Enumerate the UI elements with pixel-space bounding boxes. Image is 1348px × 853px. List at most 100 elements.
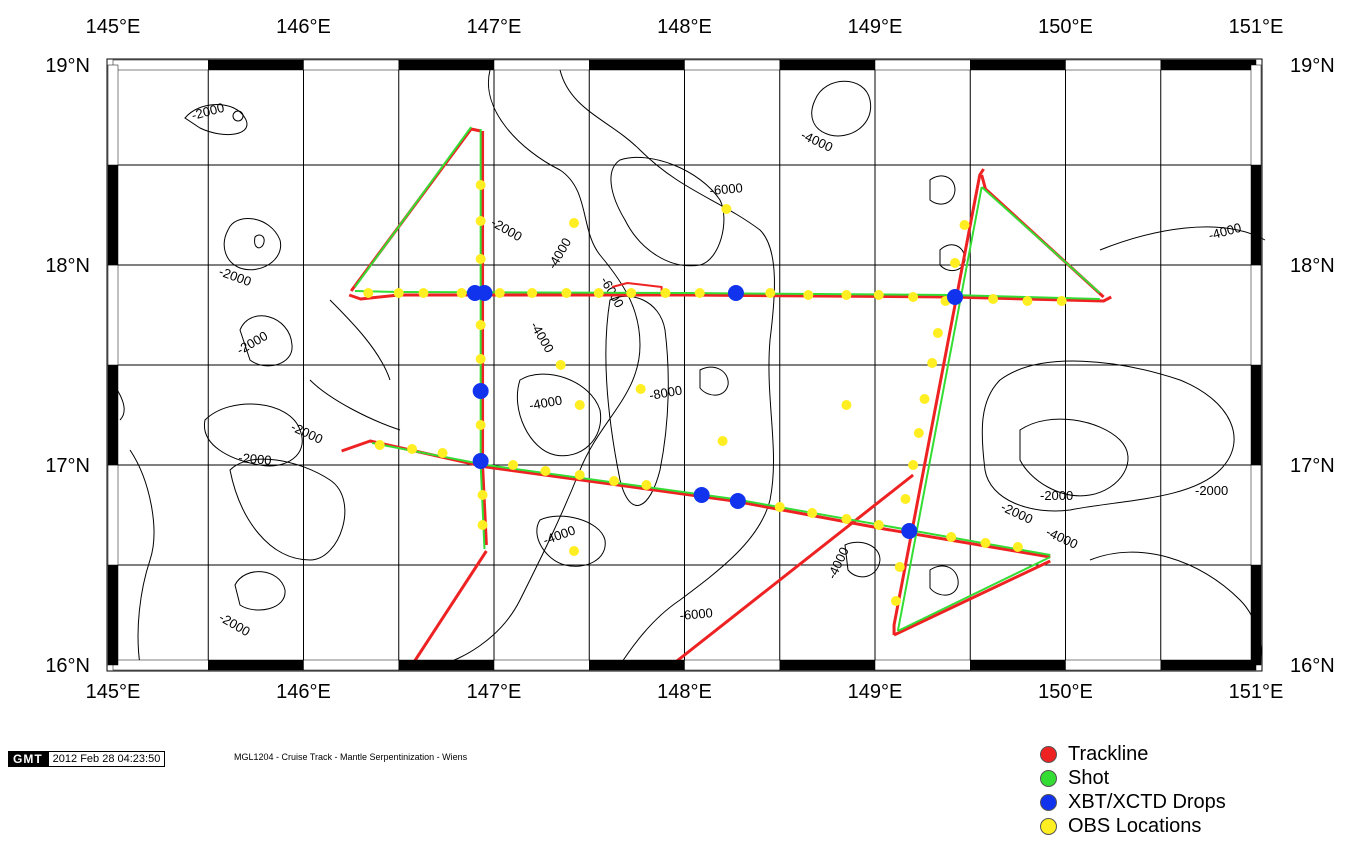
contour-label: -2000 bbox=[234, 328, 270, 358]
frame-segment bbox=[1250, 364, 1262, 466]
shot-line bbox=[981, 186, 1101, 294]
frame-segment bbox=[493, 659, 590, 671]
obs-marker bbox=[609, 476, 620, 486]
obs-marker bbox=[363, 288, 374, 298]
obs-marker bbox=[980, 538, 991, 548]
xbt-marker bbox=[472, 383, 489, 399]
lon-label-top: 145°E bbox=[86, 16, 141, 38]
lon-label-top: 151°E bbox=[1229, 16, 1284, 38]
lat-label-left: 18°N bbox=[45, 255, 90, 277]
obs-marker bbox=[660, 288, 671, 298]
obs-marker bbox=[641, 480, 652, 490]
trackline-segment bbox=[668, 473, 915, 669]
lon-label-bottom: 151°E bbox=[1229, 681, 1284, 703]
lon-label-top: 148°E bbox=[657, 16, 712, 38]
contour-label: -4000 bbox=[545, 235, 575, 271]
frame-segment bbox=[398, 659, 495, 671]
obs-marker bbox=[475, 254, 486, 264]
obs-marker bbox=[475, 180, 486, 190]
obs-marker bbox=[418, 288, 429, 298]
xbt-marker bbox=[947, 289, 964, 305]
obs-marker bbox=[841, 514, 852, 524]
legend-swatch bbox=[1040, 817, 1057, 835]
legend-item-xbt: XBT/XCTD Drops bbox=[1040, 790, 1226, 814]
legend-swatch bbox=[1040, 745, 1057, 763]
obs-marker bbox=[919, 394, 930, 404]
obs-marker bbox=[950, 258, 961, 268]
frame-segment bbox=[107, 64, 119, 166]
obs-marker bbox=[988, 294, 999, 304]
frame-segment bbox=[107, 464, 119, 566]
map-frame bbox=[106, 58, 1263, 672]
frame-segment bbox=[589, 59, 685, 71]
obs-marker bbox=[456, 288, 467, 298]
map-caption: MGL1204 - Cruise Track - Mantle Serpenti… bbox=[234, 752, 468, 762]
obs-marker bbox=[932, 328, 943, 338]
gmt-logo-stamp: GMT 2012 Feb 28 04:23:50 bbox=[8, 751, 166, 767]
frame-segment bbox=[589, 659, 685, 671]
frame-segment bbox=[1160, 659, 1257, 671]
trackline-segment bbox=[892, 168, 985, 635]
lat-label-right: 19°N bbox=[1290, 55, 1335, 77]
obs-marker bbox=[475, 216, 486, 226]
frame-segment bbox=[874, 659, 971, 671]
lon-label-top: 149°E bbox=[848, 16, 903, 38]
obs-marker bbox=[475, 354, 486, 364]
graticule bbox=[112, 64, 1257, 666]
obs-marker bbox=[908, 292, 919, 302]
contour-label: -4000 bbox=[528, 392, 563, 413]
contour-label: -2000 bbox=[999, 499, 1035, 527]
lon-label-top: 150°E bbox=[1038, 16, 1093, 38]
obs-marker bbox=[561, 288, 572, 298]
frame-segment bbox=[208, 59, 304, 71]
frame-segment bbox=[1250, 564, 1262, 666]
contour-label: -4000 bbox=[1207, 220, 1243, 243]
contour-label: -4000 bbox=[527, 319, 557, 355]
lat-label-right: 16°N bbox=[1290, 655, 1335, 677]
obs-marker bbox=[593, 288, 604, 298]
obs-marker bbox=[574, 470, 585, 480]
lon-label-top: 147°E bbox=[467, 16, 522, 38]
lon-label-bottom: 150°E bbox=[1038, 681, 1093, 703]
obs-marker bbox=[841, 290, 852, 300]
frame-segment bbox=[112, 59, 209, 71]
bathymetry-contours bbox=[109, 69, 1266, 666]
obs-marker bbox=[694, 288, 705, 298]
obs-marker bbox=[1012, 542, 1023, 552]
obs-marker bbox=[890, 596, 901, 606]
contour-label: -4000 bbox=[541, 522, 577, 547]
xbt-marker bbox=[472, 453, 489, 469]
obs-marker bbox=[803, 290, 814, 300]
lon-label-bottom: 147°E bbox=[467, 681, 522, 703]
frame-segment bbox=[1065, 59, 1161, 71]
obs-marker bbox=[635, 384, 646, 394]
shot-line bbox=[896, 186, 983, 632]
frame-segment bbox=[398, 59, 495, 71]
obs-marker bbox=[540, 466, 551, 476]
frame-segment bbox=[970, 659, 1066, 671]
obs-marker bbox=[873, 520, 884, 530]
legend-swatch bbox=[1040, 769, 1057, 787]
obs-marker bbox=[475, 320, 486, 330]
frame-segment bbox=[112, 659, 209, 671]
contour-label: -2000 bbox=[217, 610, 253, 640]
xbt-xctd-drops bbox=[466, 285, 964, 539]
frame-segment bbox=[303, 59, 399, 71]
contour-labels: -2000 -2000 -2000 -2000 -2000 -2000 -2000 -2000… bbox=[190, 100, 1243, 639]
xbt-marker bbox=[901, 523, 918, 539]
frame-segment bbox=[107, 164, 119, 266]
xbt-marker bbox=[727, 285, 744, 301]
obs-marker bbox=[900, 494, 911, 504]
frame-segment bbox=[684, 659, 780, 671]
frame-segment bbox=[107, 564, 119, 666]
obs-marker bbox=[908, 460, 919, 470]
contour-label: -8000 bbox=[648, 382, 683, 403]
legend-label: Trackline bbox=[1068, 742, 1149, 765]
contour-label: -4000 bbox=[799, 127, 835, 155]
obs-marker bbox=[721, 204, 732, 214]
lon-label-bottom: 149°E bbox=[848, 681, 903, 703]
obs-marker bbox=[374, 440, 385, 450]
obs-marker bbox=[569, 218, 580, 228]
lat-label-left: 17°N bbox=[45, 455, 90, 477]
shot-line bbox=[897, 556, 1051, 632]
